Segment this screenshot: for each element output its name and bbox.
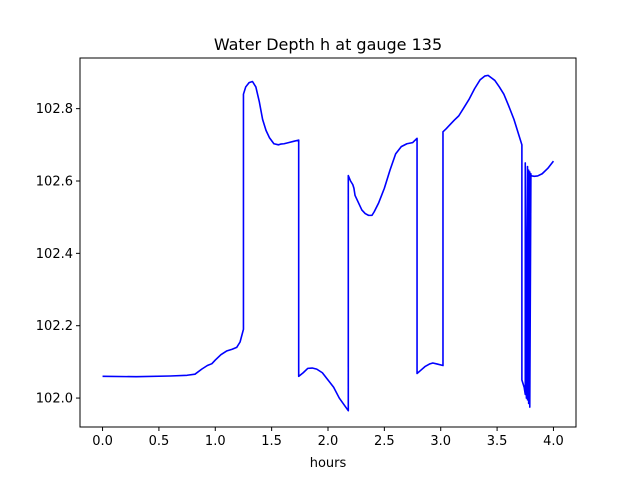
x-tick-label: 2.0 (318, 434, 339, 449)
plot-layer (102, 74, 555, 412)
y-tick-label: 102.4 (36, 247, 73, 262)
x-axis: 0.0 0.5 1.0 1.5 2.0 2.5 3.0 3.5 4.0 (92, 427, 564, 449)
x-tick-label: 0.0 (92, 434, 113, 449)
x-tick-label: 1.0 (205, 434, 226, 449)
y-tick-label: 102.0 (36, 392, 73, 407)
series-line-0 (102, 74, 555, 412)
x-tick-label: 3.5 (487, 434, 508, 449)
x-tick-label: 3.0 (430, 434, 451, 449)
y-tick-label: 102.2 (36, 319, 73, 334)
chart-title: Water Depth h at gauge 135 (214, 35, 442, 54)
x-tick-label: 1.5 (261, 434, 282, 449)
y-axis: 102.0 102.2 102.4 102.6 102.8 (36, 102, 80, 407)
y-tick-label: 102.6 (36, 175, 73, 190)
y-tick-label: 102.8 (36, 102, 73, 117)
x-axis-label: hours (310, 456, 347, 471)
x-tick-label: 2.5 (374, 434, 395, 449)
x-tick-label: 4.0 (543, 434, 564, 449)
x-tick-label: 0.5 (149, 434, 170, 449)
